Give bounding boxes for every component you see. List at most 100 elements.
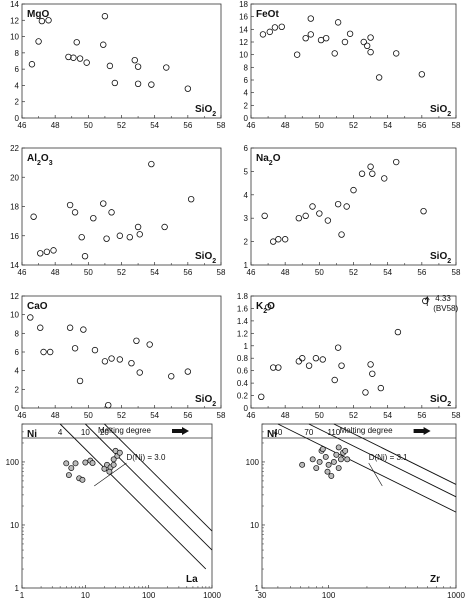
x-tick-label: 52 bbox=[349, 411, 358, 420]
y-axis-label: Na2O bbox=[256, 153, 281, 167]
x-tick-label: 58 bbox=[217, 268, 226, 277]
data-point bbox=[350, 186, 357, 194]
y-tick-label: 0.2 bbox=[237, 392, 249, 401]
x-tick-label: 46 bbox=[18, 268, 27, 277]
data-point bbox=[335, 465, 342, 472]
x-tick-label: 48 bbox=[51, 121, 60, 130]
annotation-value: 4.33 bbox=[435, 294, 451, 303]
data-point bbox=[128, 360, 135, 367]
y-tick-label: 10 bbox=[239, 51, 248, 60]
x-tick-label: 58 bbox=[452, 268, 461, 277]
x-tick-label: 50 bbox=[84, 121, 93, 130]
data-point bbox=[71, 209, 79, 216]
data-point bbox=[43, 248, 51, 256]
plot-frame bbox=[250, 3, 457, 119]
data-point bbox=[302, 212, 309, 220]
y-tick-label: 6 bbox=[244, 76, 249, 85]
data-point bbox=[100, 41, 107, 48]
x-tick-label: 48 bbox=[281, 268, 290, 277]
curve-label: D(Ni) = 3.1 bbox=[369, 453, 408, 462]
y-tick-label: 10 bbox=[10, 33, 19, 42]
x-tick-label: 58 bbox=[452, 121, 461, 130]
x-axis-label: SiO2 bbox=[195, 251, 216, 265]
data-point bbox=[360, 38, 367, 46]
data-point bbox=[136, 369, 143, 376]
panel-al2o3: 46 48 50 52 54 56 58 14 16 18 20 22 Al2O3 SiO2 bbox=[10, 144, 226, 277]
y-tick-label: 0 bbox=[15, 404, 20, 413]
degree-label: 40 bbox=[273, 428, 282, 437]
x-tick-label: 54 bbox=[150, 268, 159, 277]
data-point bbox=[146, 341, 153, 348]
data-point bbox=[367, 34, 374, 41]
data-point bbox=[338, 456, 344, 463]
y-tick-label: 10 bbox=[10, 521, 19, 530]
data-point bbox=[275, 236, 282, 243]
data-point bbox=[100, 200, 107, 207]
data-point bbox=[91, 346, 99, 354]
x-tick-label: 46 bbox=[247, 268, 256, 277]
x-tick-label: 46 bbox=[247, 121, 256, 130]
data-point bbox=[270, 364, 277, 371]
data-point bbox=[331, 50, 338, 57]
degree-label: 10 bbox=[81, 428, 90, 437]
data-point bbox=[105, 402, 112, 409]
data-point bbox=[295, 358, 303, 365]
data-point bbox=[187, 195, 195, 203]
data-point bbox=[66, 201, 74, 209]
data-point bbox=[331, 376, 338, 384]
x-tick-label: 56 bbox=[183, 411, 192, 420]
data-point bbox=[106, 62, 114, 70]
data-point bbox=[108, 355, 115, 362]
y-tick-label: 22 bbox=[10, 144, 19, 153]
melting-line bbox=[104, 423, 213, 532]
plot-frame bbox=[250, 147, 457, 266]
x-tick-label: 1000 bbox=[447, 591, 465, 600]
x-tick-label: 54 bbox=[150, 121, 159, 130]
data-point bbox=[103, 235, 110, 242]
data-point bbox=[420, 207, 427, 215]
data-point bbox=[381, 175, 388, 182]
data-point bbox=[116, 232, 124, 239]
data-point bbox=[101, 358, 109, 365]
data-point bbox=[334, 344, 342, 351]
y-tick-label: 10 bbox=[10, 311, 19, 320]
data-point bbox=[261, 212, 268, 220]
data-point bbox=[342, 447, 349, 454]
y-axis-label: CaO bbox=[27, 301, 48, 312]
data-point bbox=[111, 79, 119, 87]
melting-line bbox=[59, 423, 207, 570]
y-tick-label: 4 bbox=[15, 367, 20, 376]
data-point bbox=[328, 472, 335, 479]
y-tick-label: 16 bbox=[10, 232, 19, 241]
x-axis-label: SiO2 bbox=[430, 251, 451, 265]
x-tick-label: 46 bbox=[18, 411, 27, 420]
x-tick-label: 100 bbox=[142, 591, 156, 600]
data-point bbox=[163, 64, 170, 71]
x-tick-label: 46 bbox=[247, 411, 256, 420]
data-point bbox=[312, 355, 320, 362]
y-tick-label: 12 bbox=[239, 38, 248, 47]
y-tick-label: 2 bbox=[244, 101, 249, 110]
y-tick-label: 5 bbox=[244, 167, 249, 176]
data-point bbox=[148, 81, 155, 88]
data-point bbox=[80, 326, 87, 333]
melting-line bbox=[85, 423, 213, 551]
y-tick-label: 2 bbox=[15, 98, 20, 107]
y-axis-label: Ni bbox=[27, 429, 37, 440]
x-tick-label: 50 bbox=[315, 268, 324, 277]
y-tick-label: 1.2 bbox=[237, 329, 249, 338]
y-tick-label: 3 bbox=[244, 214, 249, 223]
y-tick-label: 8 bbox=[15, 329, 20, 338]
x-tick-label: 1000 bbox=[203, 591, 221, 600]
y-tick-label: 6 bbox=[15, 348, 20, 357]
y-tick-label: 100 bbox=[246, 458, 260, 467]
data-point bbox=[116, 356, 124, 363]
x-tick-label: 52 bbox=[117, 268, 126, 277]
y-tick-label: 8 bbox=[244, 63, 249, 72]
x-tick-label: 52 bbox=[117, 411, 126, 420]
data-point bbox=[71, 345, 79, 352]
data-point bbox=[316, 458, 323, 465]
y-tick-label: 4 bbox=[15, 81, 20, 90]
annotation-sample: (BV58) bbox=[433, 304, 458, 313]
